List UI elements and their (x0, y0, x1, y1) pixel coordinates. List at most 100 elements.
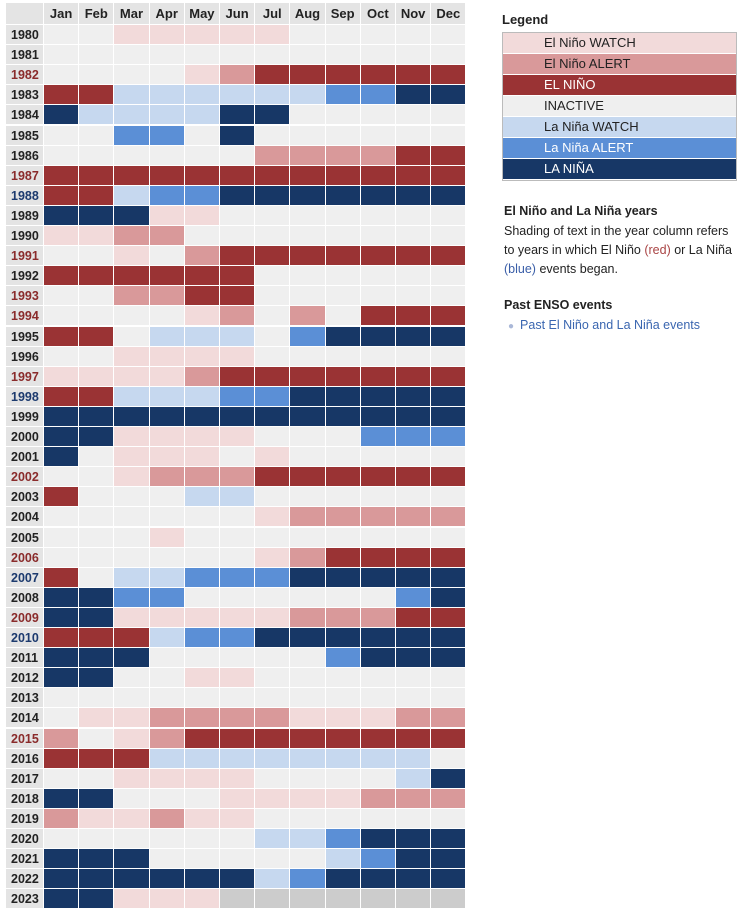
status-cell (360, 205, 396, 226)
status-cell (325, 386, 361, 407)
year-label: 1980 (6, 25, 44, 46)
status-cell (431, 628, 467, 649)
status-cell (44, 467, 80, 488)
status-cell (114, 145, 150, 166)
status-cell (220, 628, 256, 649)
status-cell (44, 366, 80, 387)
status-cell (44, 326, 80, 347)
status-cell (114, 406, 150, 427)
status-cell (44, 205, 80, 226)
status-cell (290, 25, 326, 46)
status-cell (360, 628, 396, 649)
status-cell (431, 788, 467, 809)
year-label: 1993 (6, 286, 44, 307)
status-cell (114, 165, 150, 186)
status-cell (220, 487, 256, 508)
status-cell (255, 326, 291, 347)
status-cell (255, 587, 291, 608)
status-cell (79, 889, 115, 910)
year-label: 2004 (6, 507, 44, 528)
status-cell (360, 567, 396, 588)
status-cell (149, 165, 185, 186)
status-cell (220, 668, 256, 689)
status-cell (114, 246, 150, 267)
status-cell (79, 527, 115, 548)
status-cell (79, 788, 115, 809)
status-cell (290, 487, 326, 508)
status-cell (360, 788, 396, 809)
status-cell (360, 708, 396, 729)
status-cell (396, 286, 432, 307)
status-cell (184, 306, 220, 327)
status-cell (79, 487, 115, 508)
status-cell (114, 849, 150, 870)
status-cell (44, 668, 80, 689)
month-header: Mar (114, 3, 150, 25)
status-cell (114, 65, 150, 86)
status-cell (114, 487, 150, 508)
month-header: Feb (79, 3, 115, 25)
status-cell (255, 266, 291, 287)
status-cell (220, 85, 256, 106)
status-cell (360, 447, 396, 468)
past-events-link[interactable]: Past El Niño and La Niña events (520, 318, 701, 332)
status-cell (149, 688, 185, 709)
status-cell (290, 829, 326, 850)
status-cell (325, 266, 361, 287)
status-cell (79, 266, 115, 287)
status-cell (325, 768, 361, 789)
status-cell (220, 366, 256, 387)
status-cell (220, 547, 256, 568)
status-cell (396, 366, 432, 387)
status-cell (220, 688, 256, 709)
status-cell (290, 45, 326, 66)
status-cell (184, 768, 220, 789)
status-cell (255, 748, 291, 769)
status-cell (360, 527, 396, 548)
status-cell (431, 748, 467, 769)
status-cell (325, 829, 361, 850)
status-cell (149, 527, 185, 548)
status-cell (255, 65, 291, 86)
legend-item: El Niño WATCH (503, 33, 736, 54)
status-cell (360, 266, 396, 287)
year-label: 2014 (6, 708, 44, 729)
status-cell (255, 507, 291, 528)
status-cell (396, 266, 432, 287)
year-label: 2023 (6, 889, 44, 910)
status-cell (220, 889, 256, 910)
status-cell (325, 507, 361, 528)
status-cell (290, 708, 326, 729)
status-cell (255, 547, 291, 568)
status-cell (44, 286, 80, 307)
status-cell (360, 45, 396, 66)
status-cell (79, 688, 115, 709)
bullet-icon: ● (508, 321, 515, 332)
past-events-title: Past ENSO events (504, 298, 613, 312)
status-cell (325, 306, 361, 327)
status-cell (149, 507, 185, 528)
status-cell (79, 567, 115, 588)
status-cell (360, 648, 396, 669)
status-cell (44, 748, 80, 769)
status-cell (360, 869, 396, 890)
status-cell (184, 808, 220, 829)
year-label: 2015 (6, 728, 44, 749)
status-cell (255, 467, 291, 488)
status-cell (396, 527, 432, 548)
status-cell (220, 788, 256, 809)
status-cell (290, 427, 326, 448)
status-cell (325, 808, 361, 829)
status-cell (114, 808, 150, 829)
status-cell (184, 587, 220, 608)
status-cell (114, 45, 150, 66)
status-cell (431, 386, 467, 407)
status-cell (431, 467, 467, 488)
status-cell (431, 165, 467, 186)
status-cell (360, 849, 396, 870)
status-cell (255, 346, 291, 367)
status-cell (290, 185, 326, 206)
status-cell (396, 567, 432, 588)
status-cell (79, 185, 115, 206)
status-cell (44, 628, 80, 649)
